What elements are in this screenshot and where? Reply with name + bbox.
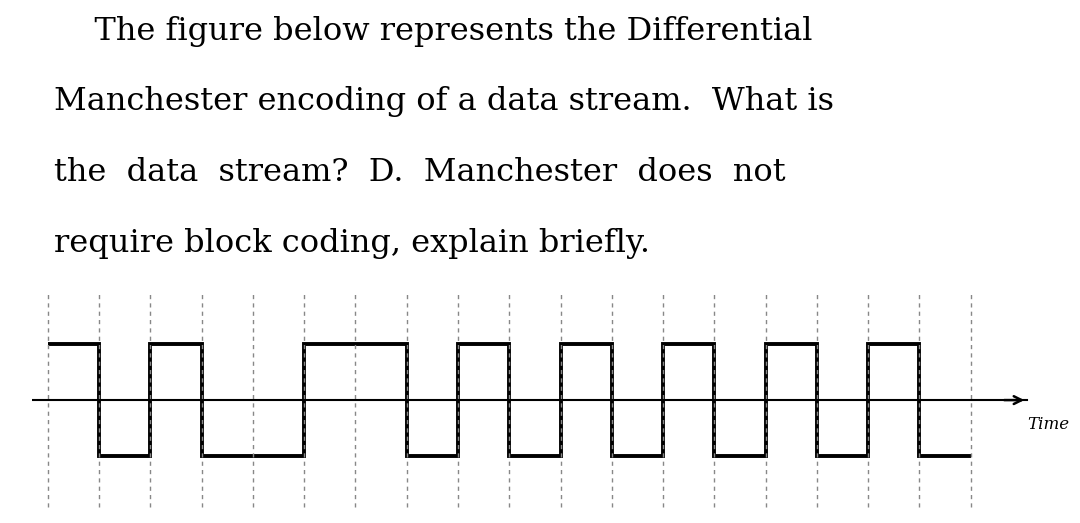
- Text: The figure below represents the Differential: The figure below represents the Differen…: [54, 16, 812, 47]
- Text: Manchester encoding of a data stream.  What is: Manchester encoding of a data stream. Wh…: [54, 86, 834, 117]
- Text: Time: Time: [1027, 416, 1069, 433]
- Text: require block coding, explain briefly.: require block coding, explain briefly.: [54, 228, 650, 258]
- Text: the  data  stream?  D.  Manchester  does  not: the data stream? D. Manchester does not: [54, 157, 785, 188]
